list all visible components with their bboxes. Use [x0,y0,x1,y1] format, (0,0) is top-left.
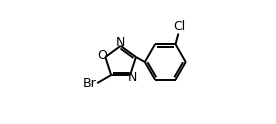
Text: Br: Br [83,77,96,90]
Text: N: N [128,71,137,84]
Text: Cl: Cl [173,19,185,32]
Text: N: N [116,36,125,49]
Text: O: O [97,49,107,62]
